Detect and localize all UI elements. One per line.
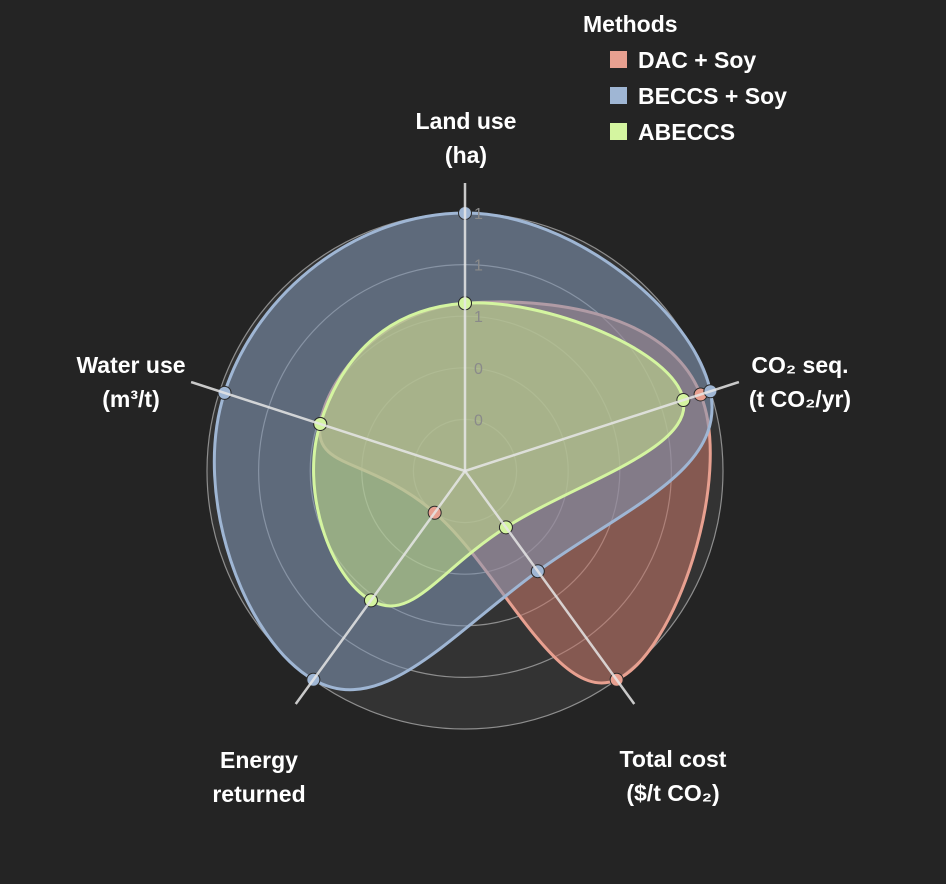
radar-series [212,206,718,692]
series-abeccs [312,301,686,608]
legend-title: Methods [583,11,678,37]
legend-label: ABECCS [638,119,735,145]
legend-label: DAC + Soy [638,47,756,73]
axis-label-3: Total cost ($/t CO₂) [620,746,727,806]
legend: Methods DAC + Soy BECCS + Soy ABECCS [583,11,787,145]
radial-tick-label: 0 [474,361,483,378]
axis-spoke-3 [463,470,636,705]
series-area-abeccs [312,301,686,608]
legend-swatch [610,87,627,104]
legend-item-beccs-soy: BECCS + Soy [610,83,787,109]
legend-item-dac-soy: DAC + Soy [610,47,756,73]
axis-spoke-2 [464,380,740,473]
radial-tick-label: 1 [474,258,483,275]
axis-label-1: Land use (ha) [416,108,517,168]
legend-item-abeccs: ABECCS [610,119,735,145]
axis-labels: Land use (ha) CO₂ seq. (t CO₂/yr) Total cost… [76,108,851,807]
radar-axes: 0 0 1 1 1 [190,183,740,705]
axis-label-5: Water use (m³/t) [76,352,185,412]
axis-spoke-4 [294,470,467,705]
legend-label: BECCS + Soy [638,83,787,109]
radial-tick-label: 1 [474,206,483,223]
radial-tick-label: 0 [474,412,483,429]
radial-tick-label: 1 [474,309,483,326]
legend-swatch [610,123,627,140]
axis-spoke-5 [190,380,466,473]
axis-label-4: Energy returned [212,747,305,807]
legend-swatch [610,51,627,68]
axis-label-2: CO₂ seq. (t CO₂/yr) [749,352,851,412]
